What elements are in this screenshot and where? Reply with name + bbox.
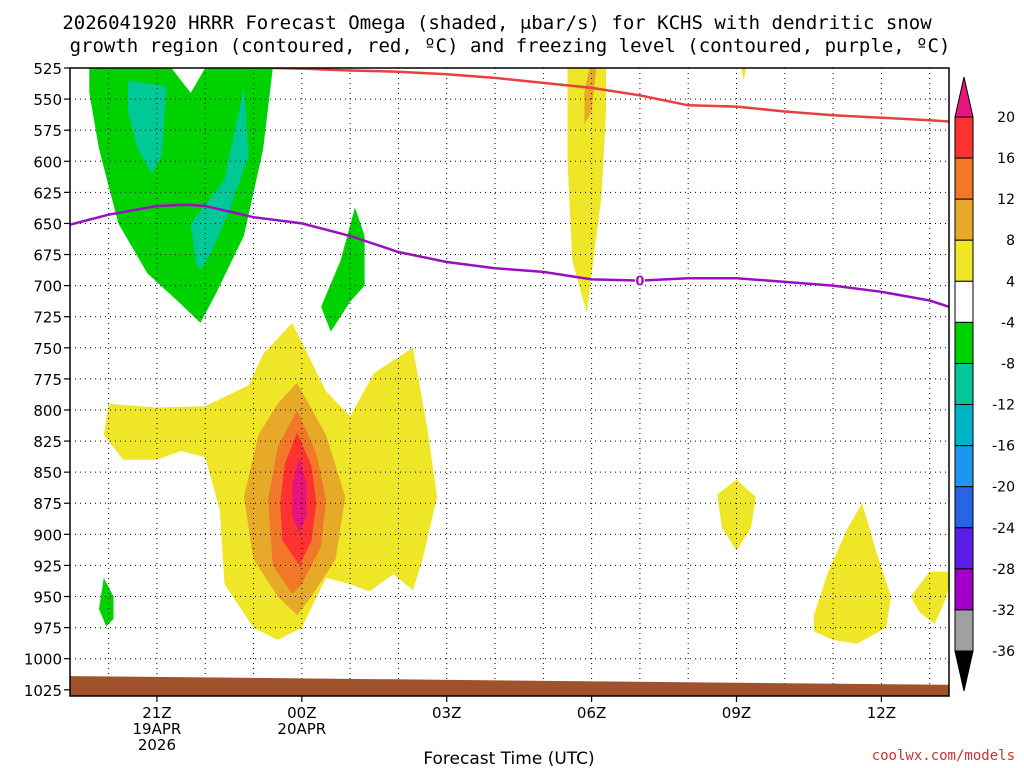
y-tick-label-925: 925: [33, 557, 62, 575]
y-tick-label-950: 950: [33, 589, 62, 607]
x-tick-label-21-0: 21Z: [142, 704, 171, 722]
colorbar-label-8: -16: [992, 439, 1015, 455]
omega-region-13: [717, 479, 756, 551]
omega-region-12: [292, 457, 307, 532]
colorbar-label-2: 12: [997, 192, 1015, 208]
freezing-level-contour: [70, 203, 949, 308]
y-tick-label-575: 575: [33, 122, 62, 140]
freezing-level-label: 0: [635, 275, 644, 290]
x-tick-label-36-0: 12Z: [867, 704, 896, 722]
y-tick-label-775: 775: [33, 371, 62, 389]
x-axis-label: Forecast Time (UTC): [423, 749, 594, 768]
colorbar-label-4: 4: [1006, 274, 1015, 290]
x-tick-label-21-2: 2026: [138, 736, 176, 754]
colorbar-swatch-12: [954, 609, 974, 652]
colorbar-bottom-arrow: [954, 650, 974, 692]
omega-region-7: [741, 68, 747, 81]
colorbar-label-3: 8: [1006, 233, 1015, 249]
colorbar-swatch-9: [954, 486, 974, 529]
omega-region-15: [910, 571, 949, 624]
colorbar-swatch-5: [954, 321, 974, 364]
credit-text: coolwx.com/models: [872, 748, 1015, 764]
y-tick-label-900: 900: [33, 526, 62, 544]
dendritic-growth-contour: [272, 68, 949, 123]
x-tick-label-27-0: 03Z: [432, 704, 461, 722]
omega-region-5: [567, 68, 607, 313]
colorbar-swatch-6: [954, 362, 974, 406]
ground-fill: [70, 676, 949, 696]
y-tick-label-600: 600: [33, 153, 62, 171]
colorbar-top-arrow: [954, 76, 974, 118]
colorbar-swatch-8: [954, 445, 974, 488]
freezing-level-label-bg: [634, 273, 645, 287]
colorbar-swatch-1: [954, 157, 974, 200]
colorbar: 20 16 12 8 4 -4 -8 -12 -16 -20 -24 -28 -32 -36: [954, 76, 1015, 692]
y-tick-label-1025: 1025: [24, 682, 62, 700]
colorbar-label-11: -28: [992, 562, 1015, 578]
y-tick-label-825: 825: [33, 433, 62, 451]
colorbar-swatch-10: [954, 527, 974, 570]
y-tick-label-750: 750: [33, 340, 62, 358]
y-tick-label-725: 725: [33, 309, 62, 327]
x-tick-label-24-0: 00Z: [287, 704, 316, 722]
plot-frame: [69, 67, 950, 697]
colorbar-swatch-2: [954, 198, 974, 241]
colorbar-label-7: -12: [992, 398, 1015, 414]
colorbar-label-6: -8: [1001, 356, 1015, 372]
y-tick-label-1000: 1000: [24, 651, 62, 669]
ground-layer: [70, 676, 949, 696]
colorbar-label-9: -20: [992, 480, 1015, 496]
x-tick-label-21-1: 19APR: [133, 720, 182, 738]
chart-title-line1: 2026041920 HRRR Forecast Omega (shaded, …: [62, 12, 932, 34]
y-tick-label-700: 700: [33, 278, 62, 296]
colorbar-swatch-7: [954, 404, 974, 447]
colorbar-label-13: -36: [992, 644, 1015, 660]
x-tick-label-33-0: 09Z: [722, 704, 751, 722]
colorbar-swatch-0: [954, 116, 974, 159]
y-tick-label-650: 650: [33, 215, 62, 233]
contour-lines: 0: [70, 68, 949, 308]
omega-region-6: [584, 68, 597, 124]
colorbar-label-10: -24: [992, 521, 1015, 537]
colorbar-swatch-3: [954, 239, 974, 282]
y-tick-label-550: 550: [33, 91, 62, 109]
y-tick-label-525: 525: [33, 60, 62, 78]
y-tick-label-625: 625: [33, 184, 62, 202]
colorbar-swatch-11: [954, 568, 974, 611]
y-tick-label-850: 850: [33, 464, 62, 482]
x-tick-label-30-0: 06Z: [577, 704, 606, 722]
colorbar-label-5: -4: [1001, 315, 1015, 331]
omega-region-2: [190, 86, 249, 271]
y-tick-label-875: 875: [33, 495, 62, 513]
x-tick-label-24-1: 20APR: [277, 720, 326, 738]
y-tick-label-975: 975: [33, 620, 62, 638]
colorbar-label-0: 20: [997, 110, 1015, 126]
y-tick-label-800: 800: [33, 402, 62, 420]
y-axis-ticks: 525 550 575 600 625 650 675 700 725 750 775 800 825 8…: [24, 60, 70, 700]
omega-region-4: [99, 577, 114, 627]
colorbar-swatch-4: [954, 280, 974, 323]
y-tick-label-675: 675: [33, 247, 62, 265]
colorbar-label-1: 16: [997, 151, 1015, 167]
chart-title-line2: growth region (contoured, red, ºC) and f…: [70, 35, 951, 57]
colorbar-label-12: -32: [992, 603, 1015, 619]
